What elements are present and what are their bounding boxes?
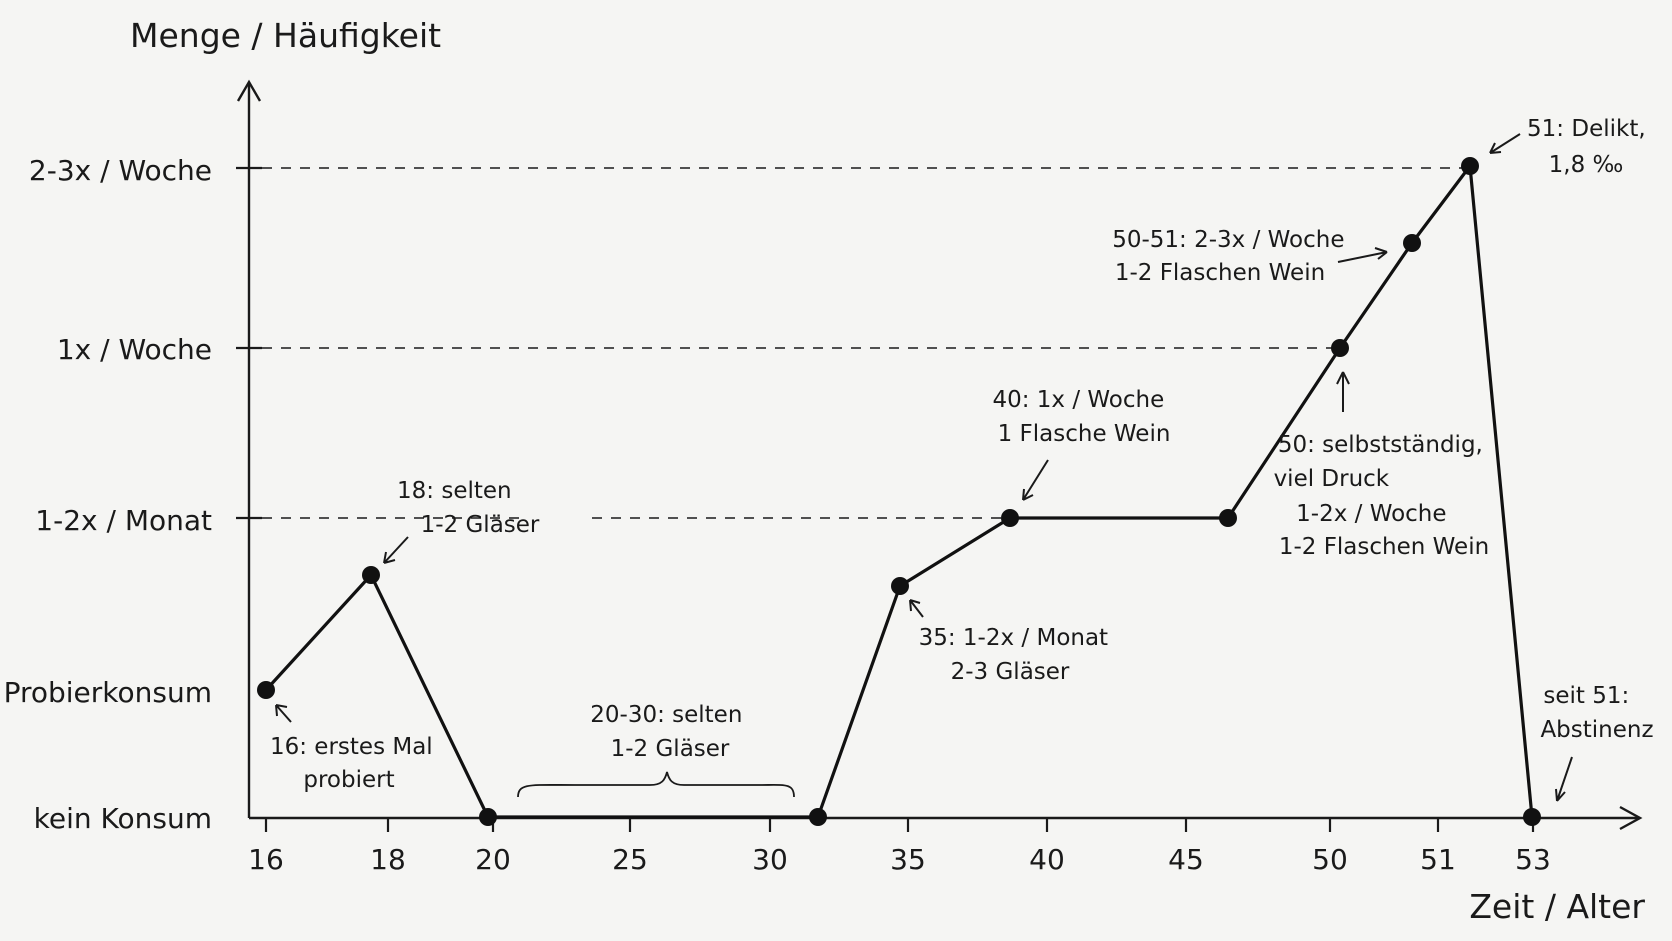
annotation-50: 50: selbstständig, viel Druck 1-2x / Woc… [1274, 432, 1491, 560]
annotation-line: 51: Delikt, [1527, 116, 1646, 142]
data-points [257, 157, 1541, 826]
annotation-line: 1-2 Gläser [421, 512, 540, 538]
x-ticks [264, 818, 1535, 832]
annotation-18: 18: selten 1-2 Gläser [397, 478, 540, 538]
y-tick-label: Probierkonsum [4, 676, 212, 709]
annotation-line: seit 51: [1543, 683, 1629, 709]
annotation-arrow [275, 704, 292, 723]
x-tick-label: 51 [1420, 843, 1456, 876]
annotation-51: 51: Delikt, 1,8 ‰ [1527, 116, 1653, 178]
y-axis-title: Menge / Häufigkeit [130, 16, 441, 55]
data-point [1219, 509, 1237, 527]
annotation-arrow [1555, 756, 1573, 802]
x-tick-label: 20 [475, 843, 511, 876]
data-point [809, 808, 827, 826]
annotation-line: 16: erstes Mal [270, 734, 433, 760]
annotation-arrow [909, 599, 924, 618]
x-tick-label: 16 [248, 843, 284, 876]
annotation-line: 1-2 Flaschen Wein [1279, 534, 1489, 560]
annotation-line: 1-2x / Woche [1296, 501, 1446, 527]
annotation-line: 50: selbstständig, [1278, 432, 1483, 458]
data-point [1523, 808, 1541, 826]
annotation-arrow [1489, 133, 1521, 154]
x-tick-label: 25 [612, 843, 648, 876]
annotation-line: 1-2 Flaschen Wein [1115, 260, 1325, 286]
x-tick-label: 35 [890, 843, 926, 876]
annotation-line: 2-3 Gläser [951, 659, 1070, 685]
range-brace [517, 771, 795, 798]
annotation-arrow [1337, 247, 1388, 263]
annotation-line: viel Druck [1274, 466, 1390, 492]
annotation-50-51: 50-51: 2-3x / Woche 1-2 Flaschen Wein [1112, 227, 1352, 286]
y-tick-label: 1x / Woche [57, 333, 212, 366]
x-tick-label: 40 [1029, 843, 1065, 876]
annotation-seit-51: seit 51: Abstinenz [1540, 683, 1653, 743]
annotation-20-30: 20-30: selten 1-2 Gläser [590, 702, 749, 762]
annotation-arrow [1022, 459, 1049, 501]
annotation-line: 1,8 ‰ [1549, 152, 1624, 178]
annotation-40: 40: 1x / Woche 1 Flasche Wein [992, 387, 1171, 447]
y-tick-label: kein Konsum [34, 802, 212, 835]
annotation-arrow [383, 536, 409, 564]
y-tick-label: 1-2x / Monat [35, 504, 212, 537]
annotation-line: 1 Flasche Wein [998, 421, 1171, 447]
x-tick-label: 50 [1312, 843, 1348, 876]
annotation-line: 50-51: 2-3x / Woche [1112, 227, 1344, 253]
annotation-line: 18: selten [397, 478, 512, 504]
data-point [1001, 509, 1019, 527]
annotation-line: probiert [303, 767, 394, 793]
y-axis-arrow [236, 79, 262, 102]
x-tick-label: 30 [752, 843, 788, 876]
annotation-line: 20-30: selten [590, 702, 742, 728]
data-point [891, 577, 909, 595]
x-axis-title: Zeit / Alter [1469, 887, 1645, 926]
data-point [257, 681, 275, 699]
x-axis-arrow [1619, 805, 1643, 831]
data-point [362, 566, 380, 584]
annotation-line: 40: 1x / Woche [992, 387, 1164, 413]
annotation-arrow [1336, 371, 1350, 412]
y-tick-label: 2-3x / Woche [29, 154, 212, 187]
annotation-35: 35: 1-2x / Monat 2-3 Gläser [919, 625, 1116, 685]
data-point [479, 808, 497, 826]
x-tick-label: 53 [1515, 843, 1551, 876]
data-point [1461, 157, 1479, 175]
data-point [1331, 339, 1349, 357]
annotation-arrows [275, 133, 1573, 802]
annotation-line: 1-2 Gläser [611, 736, 730, 762]
x-tick-label: 45 [1168, 843, 1204, 876]
annotation-16: 16: erstes Mal probiert [270, 734, 440, 793]
annotation-line: 35: 1-2x / Monat [919, 625, 1108, 651]
annotation-line: Abstinenz [1540, 717, 1653, 743]
x-tick-label: 18 [370, 843, 406, 876]
data-point [1403, 234, 1421, 252]
